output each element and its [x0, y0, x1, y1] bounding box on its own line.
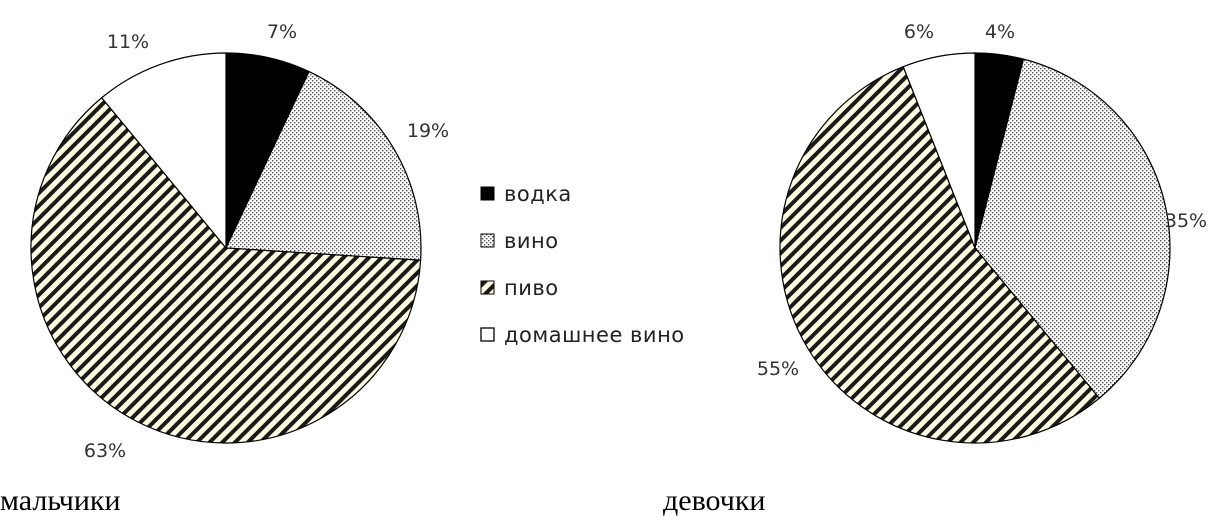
legend-item-home-wine: домашнее вино [480, 323, 685, 347]
legend-swatch-home-wine [480, 327, 495, 342]
pie-chart-boys: 7% 19% 63% 11% [30, 21, 449, 462]
legend-label-wine: вино [504, 229, 559, 253]
legend-label-vodka: водка [504, 182, 572, 206]
pie-slice-girls-beer [779, 65, 1101, 444]
pie-slice-boys-home-wine [100, 52, 227, 250]
legend-label-home-wine: домашнее вино [504, 323, 685, 347]
caption-girls: девочки [663, 484, 765, 517]
data-label-girls-home-wine: 6% [904, 21, 934, 43]
data-label-boys-home-wine: 11% [107, 31, 149, 53]
data-label-girls-beer: 55% [757, 358, 799, 380]
data-label-girls-wine: 35% [1165, 210, 1207, 232]
legend-item-beer: пиво [480, 276, 559, 300]
legend-item-wine: вино [480, 229, 559, 253]
pie-chart-girls: 4% 35% 55% 6% [757, 21, 1207, 444]
legend-item-vodka: водка [480, 182, 572, 206]
legend-swatch-vodka [480, 186, 495, 201]
legend-label-beer: пиво [504, 276, 559, 300]
pie-slice-boys-beer [30, 96, 422, 444]
data-label-boys-wine: 19% [407, 120, 449, 142]
legend-swatch-beer [480, 280, 495, 295]
data-label-boys-vodka: 7% [267, 21, 297, 43]
legend-swatch-wine [480, 233, 495, 248]
legend: водка вино пиво домашнее вино [480, 182, 685, 347]
pie-slice-girls-wine [974, 58, 1171, 400]
caption-boys: мальчики [0, 484, 121, 517]
data-label-boys-beer: 63% [84, 440, 126, 462]
pie-slice-boys-wine [225, 70, 422, 261]
data-label-girls-vodka: 4% [985, 21, 1015, 43]
pie-slice-girls-home-wine [902, 52, 976, 249]
